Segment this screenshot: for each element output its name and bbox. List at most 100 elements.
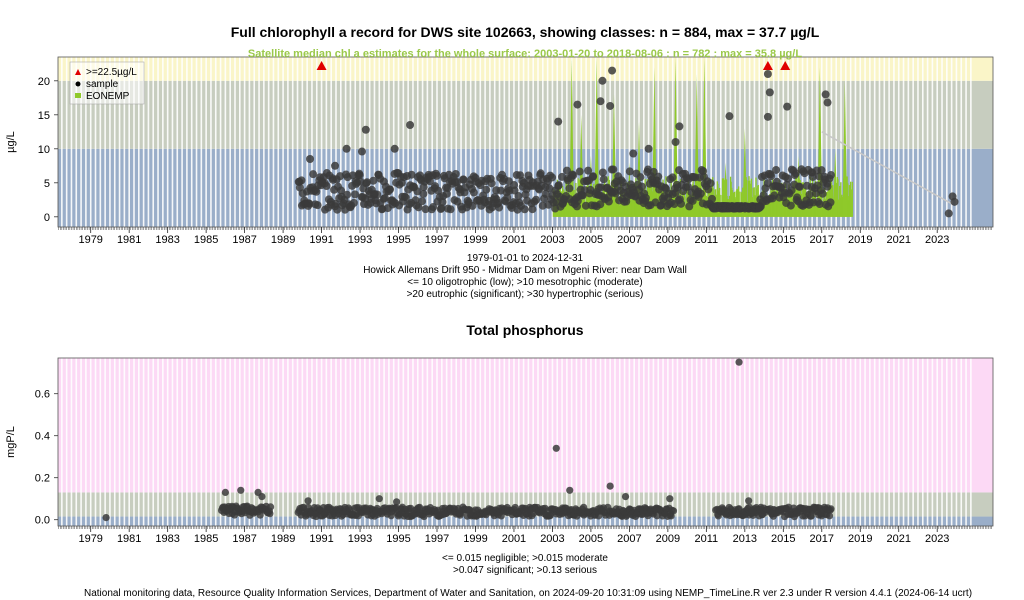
sample-point xyxy=(791,169,800,178)
y-axis-label: mgP/L xyxy=(5,426,17,458)
sample-point xyxy=(369,176,378,185)
legend-label: sample xyxy=(86,79,119,90)
sample-point xyxy=(469,188,478,197)
site-label: Howick Allemans Drift 950 - Midmar Dam o… xyxy=(363,265,687,276)
legend-symbol-satellite xyxy=(75,93,81,98)
sample-point xyxy=(416,503,424,512)
y-tick-label: 15 xyxy=(38,110,50,122)
sample-point xyxy=(666,495,674,503)
x-tick-label: 1999 xyxy=(463,234,487,246)
x-tick-label: 2013 xyxy=(733,234,757,246)
x-tick-label: 2021 xyxy=(886,533,910,545)
sample-point xyxy=(390,144,399,153)
sample-point xyxy=(818,189,827,198)
sample-point xyxy=(337,186,346,195)
legend-symbol-exceedance xyxy=(75,69,81,75)
sample-point xyxy=(343,190,352,199)
sample-point xyxy=(532,195,541,204)
x-tick-label: 2009 xyxy=(656,533,680,545)
sample-point xyxy=(815,200,824,209)
sample-point xyxy=(825,512,834,520)
sample-point xyxy=(569,171,578,180)
x-tick-label: 1995 xyxy=(386,533,410,545)
x-tick-label: 2001 xyxy=(502,234,526,246)
sample-point xyxy=(406,121,415,129)
plot-frame xyxy=(57,56,994,228)
sample-point xyxy=(438,198,447,207)
x-tick-label: 1993 xyxy=(348,234,372,246)
sample-point xyxy=(704,185,713,194)
sample-point xyxy=(821,90,830,99)
x-tick-label: 2011 xyxy=(695,533,719,545)
sample-point xyxy=(808,168,817,177)
sample-point xyxy=(386,185,395,194)
sample-point xyxy=(826,171,835,180)
class-note: <= 10 oligotrophic (low); >10 mesotrophi… xyxy=(407,277,642,288)
sample-point xyxy=(421,205,430,214)
chart-subtitle: Satellite median chl a estimates for the… xyxy=(248,48,802,60)
sample-point xyxy=(654,172,663,181)
x-tick-label: 2007 xyxy=(617,533,641,545)
sample-point xyxy=(434,186,443,195)
x-tick-label: 1991 xyxy=(309,234,333,246)
sample-point xyxy=(644,144,653,153)
sample-point xyxy=(606,101,615,110)
sample-point xyxy=(414,203,423,212)
sample-point xyxy=(552,444,560,452)
x-tick-label: 1995 xyxy=(386,234,410,246)
x-tick-label: 1997 xyxy=(425,234,449,246)
sample-point xyxy=(621,493,630,501)
sample-point xyxy=(503,193,512,202)
x-tick-label: 1979 xyxy=(78,533,102,545)
sample-point xyxy=(783,102,792,111)
sample-point xyxy=(306,155,315,163)
sample-point xyxy=(349,198,358,207)
sample-point xyxy=(554,117,563,126)
x-tick-label: 1987 xyxy=(232,533,256,545)
sample-point xyxy=(641,193,650,202)
sample-point xyxy=(482,185,491,194)
sample-point xyxy=(675,122,684,131)
sample-point xyxy=(606,482,614,490)
x-tick-label: 2013 xyxy=(733,533,757,545)
sample-point xyxy=(575,167,584,176)
y-tick-label: 0.6 xyxy=(35,389,50,401)
sample-point xyxy=(446,205,455,214)
sample-point xyxy=(763,70,772,78)
sample-point xyxy=(596,200,605,209)
trend-line xyxy=(821,131,952,204)
sample-point xyxy=(584,166,593,175)
sample-point xyxy=(425,177,434,186)
legend-box xyxy=(69,61,145,105)
sample-point xyxy=(333,205,342,214)
sample-point xyxy=(536,169,545,178)
sample-point xyxy=(609,165,618,174)
sample-point xyxy=(598,168,607,177)
sample-point xyxy=(629,149,638,158)
x-tick-label: 2007 xyxy=(617,234,641,246)
sample-point xyxy=(636,173,645,182)
sample-point xyxy=(495,203,504,212)
sample-point xyxy=(312,187,321,196)
sample-point xyxy=(599,175,608,184)
sample-point xyxy=(823,98,832,107)
sample-point xyxy=(944,209,953,218)
sample-point xyxy=(668,173,677,182)
x-tick-label: 2005 xyxy=(579,234,603,246)
exceedance-marker xyxy=(762,61,773,70)
sample-point xyxy=(413,187,422,196)
sample-point xyxy=(407,170,416,179)
x-tick-label: 2019 xyxy=(848,234,872,246)
y-tick-label: 5 xyxy=(44,178,50,190)
sample-point xyxy=(355,171,364,180)
y-tick-label: 20 xyxy=(38,76,50,88)
sample-point xyxy=(823,182,832,191)
sample-point xyxy=(487,179,496,188)
x-tick-label: 1997 xyxy=(425,533,449,545)
sample-point xyxy=(696,189,705,198)
sample-point xyxy=(393,498,401,506)
x-tick-label: 1985 xyxy=(194,234,218,246)
sample-point xyxy=(604,197,613,206)
x-tick-label: 2015 xyxy=(771,533,795,545)
sample-point xyxy=(598,76,607,85)
